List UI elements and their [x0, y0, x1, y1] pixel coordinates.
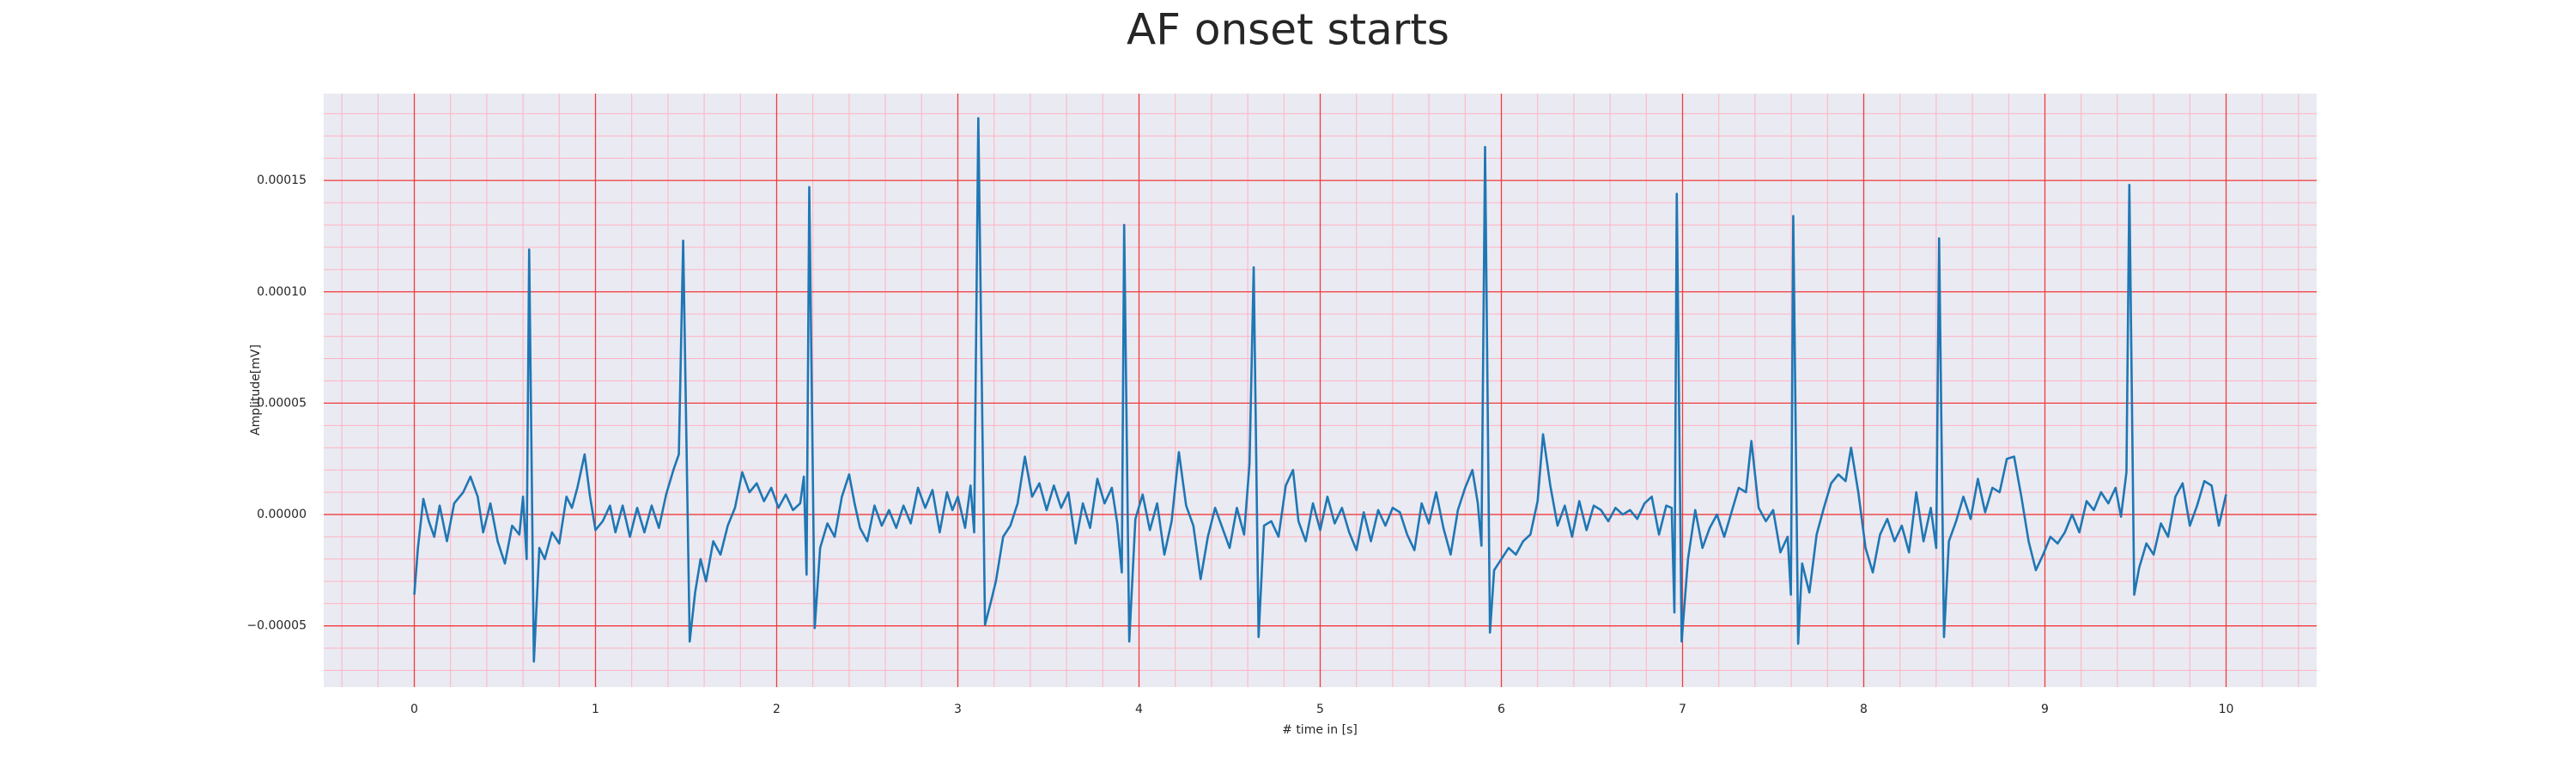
x-tick-label: 9 — [2041, 703, 2049, 716]
chart-title: AF onset starts — [1127, 5, 1449, 55]
y-tick-label: 0.00000 — [257, 508, 307, 521]
x-tick-label: 0 — [410, 703, 418, 716]
x-tick-label: 5 — [1316, 703, 1324, 716]
x-tick-label: 2 — [773, 703, 781, 716]
marks — [413, 117, 2227, 663]
x-tick-label: 4 — [1135, 703, 1143, 716]
y-tick-label: 0.00015 — [257, 173, 307, 187]
x-tick-label: 3 — [954, 703, 962, 716]
y-tick-label: −0.00005 — [246, 619, 307, 633]
x-tick-label: 1 — [592, 703, 599, 716]
y-tick-label: 0.00010 — [257, 285, 307, 299]
signal-line — [413, 117, 2227, 663]
y-tick-label: 0.00005 — [257, 396, 307, 410]
x-tick-label: 7 — [1679, 703, 1686, 716]
x-tick-label: 6 — [1498, 703, 1505, 716]
grid — [324, 94, 2317, 687]
y-axis-label: Amplitude[mV] — [249, 344, 263, 435]
x-tick-label: 8 — [1860, 703, 1868, 716]
x-tick-label: 10 — [2219, 703, 2234, 716]
x-axis-label: # time in [s] — [1282, 723, 1358, 737]
